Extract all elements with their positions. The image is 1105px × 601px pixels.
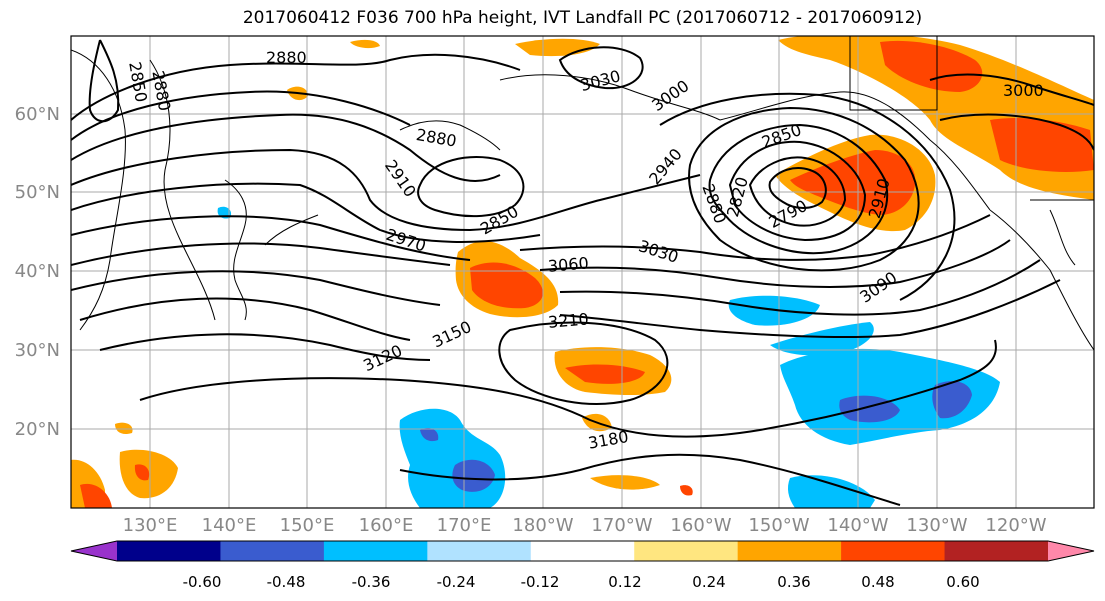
lon-label: 160°E	[359, 515, 414, 536]
colorbar-tick-label: 0.60	[946, 573, 979, 591]
contour-label: 2850	[477, 202, 522, 239]
lon-label: 140°W	[827, 515, 888, 536]
coastlines	[71, 36, 1094, 351]
contour-label: 3180	[587, 427, 630, 453]
colorbar-segment	[944, 541, 1049, 561]
contour-label: 2850	[759, 120, 804, 152]
contour-label: 2910	[381, 156, 420, 200]
lon-label: 150°E	[280, 515, 335, 536]
colorbar-tick-label: -0.24	[437, 573, 476, 591]
contour-label: 3090	[856, 268, 900, 307]
height-contours	[71, 39, 1094, 506]
colorbar-segment	[634, 541, 739, 561]
colorbar-tick-label: 0.36	[777, 573, 810, 591]
lat-label: 50°N	[15, 182, 60, 203]
contour-label: 2940	[645, 145, 686, 188]
contour-label: 3030	[578, 66, 622, 95]
map-title: 2017060412 F036 700 hPa height, IVT Land…	[242, 8, 923, 28]
contour-label: 3030	[636, 236, 681, 267]
lon-label: 130°E	[123, 515, 178, 536]
colorbar-extend-min	[71, 541, 117, 561]
map-frame	[70, 35, 1095, 509]
colorbar-tick-label: -0.12	[521, 573, 560, 591]
contour-label: 3060	[547, 253, 589, 275]
colorbar-tick-label: 0.24	[692, 573, 725, 591]
lon-label: 180°W	[512, 515, 573, 536]
colorbar-tick-label: 0.48	[861, 573, 894, 591]
lon-label: 140°E	[202, 515, 257, 536]
lon-label: 170°W	[591, 515, 652, 536]
colorbar-tick-label: 0.12	[608, 573, 641, 591]
contour-label: 2970	[384, 225, 429, 256]
colorbar-tick-labels: -0.60 -0.48 -0.36 -0.24 -0.12 0.12 0.24 …	[183, 573, 980, 591]
lon-label: 130°W	[906, 515, 967, 536]
lat-label: 60°N	[15, 104, 60, 125]
contour-label: 3000	[648, 76, 692, 115]
lat-label: 30°N	[15, 340, 60, 361]
lon-label: 150°W	[748, 515, 809, 536]
colorbar-outline	[70, 540, 1095, 562]
contour-label: 3120	[360, 341, 405, 375]
colorbar-extend-max	[1048, 541, 1094, 561]
colorbar-tick-label: -0.48	[267, 573, 306, 591]
contour-label: 3000	[1003, 81, 1044, 100]
longitude-labels: 130°E 140°E 150°E 160°E 170°E 180°W 170°…	[123, 515, 1047, 536]
colorbar-tick-label: -0.60	[183, 573, 222, 591]
contour-label: 3150	[429, 317, 474, 351]
contour-label: 3210	[547, 309, 589, 331]
colorbar-tick-label: -0.36	[352, 573, 391, 591]
lat-label: 20°N	[15, 419, 60, 440]
lon-label: 170°E	[437, 515, 492, 536]
colorbar	[70, 540, 1095, 562]
colorbar-segment	[530, 541, 635, 561]
lat-label: 40°N	[15, 261, 60, 282]
colorbar-segment	[427, 541, 532, 561]
contour-label: 2880	[415, 125, 458, 151]
colorbar-segment	[220, 541, 325, 561]
colorbar-segment	[323, 541, 428, 561]
latitude-labels: 60°N 50°N 40°N 30°N 20°N	[15, 104, 60, 440]
contour-label: 2850	[125, 60, 151, 103]
contour-label: 2880	[266, 48, 307, 67]
lon-label: 120°W	[985, 515, 1046, 536]
colorbar-segment	[117, 541, 221, 561]
map-plot-area	[71, 36, 1094, 508]
colorbar-segment	[841, 541, 946, 561]
ivt-positive-shading	[71, 36, 1094, 508]
colorbar-segment	[737, 541, 842, 561]
contour-label: 2820	[723, 175, 752, 219]
lon-label: 160°W	[670, 515, 731, 536]
